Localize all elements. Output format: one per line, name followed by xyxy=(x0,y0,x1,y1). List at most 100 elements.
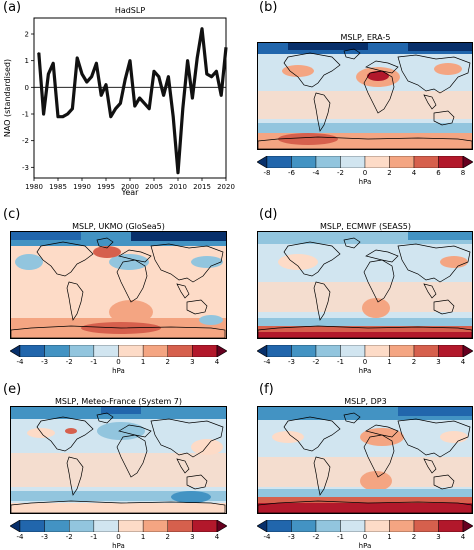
nao-point xyxy=(57,116,59,118)
colorbar-tick-label: -3 xyxy=(41,533,49,541)
nao-point xyxy=(81,73,83,75)
colorbar-bin xyxy=(69,520,95,532)
anomaly-contour xyxy=(258,318,472,326)
colorbar-tick-label: 4 xyxy=(214,533,220,541)
colorbar-bin xyxy=(44,345,70,357)
panel-d-label: (d) xyxy=(259,207,278,222)
colorbar-tick-label: 8 xyxy=(460,169,466,177)
panel-b-label: (b) xyxy=(259,0,278,15)
nao-point xyxy=(187,60,189,62)
nao-point xyxy=(129,60,131,62)
colorbar-tick-label: -1 xyxy=(90,533,98,541)
colorbar-tick-label: -3 xyxy=(41,358,49,366)
colorbar-bin xyxy=(167,345,193,357)
anomaly-contour xyxy=(408,43,472,51)
nao-point xyxy=(158,76,160,78)
colorbar-bin xyxy=(340,520,366,532)
nao-point xyxy=(115,108,117,110)
coastline xyxy=(343,412,361,424)
colorbar-bin xyxy=(93,345,119,357)
coastlines xyxy=(11,412,226,513)
coastline xyxy=(258,325,472,338)
coastlines xyxy=(11,237,226,338)
colorbar-tick-label: 2 xyxy=(165,358,170,366)
nao-point xyxy=(100,94,102,96)
colorbar-extend-high xyxy=(462,156,473,168)
anomaly-contour xyxy=(109,254,149,270)
x-tick-label: 1980 xyxy=(25,183,43,191)
anomaly-contour xyxy=(258,91,472,119)
coastline xyxy=(36,416,94,452)
anomaly-contour xyxy=(440,431,468,443)
colorbar-extend-high xyxy=(216,345,227,357)
nao-point xyxy=(119,102,121,104)
colorbar-bin xyxy=(93,520,119,532)
coastline xyxy=(150,243,224,283)
colorbar-extend-low xyxy=(10,345,21,357)
coastline xyxy=(11,500,226,513)
panel-f-label: (f) xyxy=(259,382,274,397)
coastline xyxy=(363,434,395,478)
anomaly-contour xyxy=(272,431,304,443)
colorbar-unit: hPa xyxy=(358,367,372,375)
colorbar-tick-label: 1 xyxy=(387,358,392,366)
coastline xyxy=(116,259,148,303)
panel-a: (a) HadSLP 1980 1985 1990 1995 2000 2005 2010 20… xyxy=(0,0,237,195)
nao-point xyxy=(86,81,88,83)
x-tick-label: 2005 xyxy=(145,183,163,191)
coastline xyxy=(365,60,399,74)
x-tick-label: 1990 xyxy=(73,183,91,191)
coastline xyxy=(365,249,399,263)
coastline xyxy=(423,94,437,110)
colorbar-bin xyxy=(315,520,341,532)
x-axis-label: Year xyxy=(121,188,140,195)
x-tick-label: 2015 xyxy=(193,183,211,191)
coastline xyxy=(433,474,455,490)
anomaly-contour xyxy=(191,256,223,268)
y-axis-label: NAO (standardised) xyxy=(3,59,12,137)
colorbar-bin xyxy=(118,520,144,532)
colorbar-tick-label: 3 xyxy=(436,358,441,366)
coastline xyxy=(118,249,152,263)
plot-frame xyxy=(33,17,227,179)
panel-d-title: MSLP, ECMWF (SEAS5) xyxy=(320,222,411,231)
colorbar-strip xyxy=(257,156,473,168)
nao-point xyxy=(43,113,45,115)
colorbar-tick-label: 4 xyxy=(460,358,466,366)
colorbar-bin xyxy=(389,156,415,168)
colorbar-tick-label: -1 xyxy=(337,358,344,366)
colorbar-bin xyxy=(438,520,464,532)
anomaly-contour xyxy=(27,428,55,438)
coastline xyxy=(11,325,226,338)
anomaly-contour xyxy=(258,489,472,497)
coastline xyxy=(150,418,224,458)
colorbar-bin xyxy=(291,520,317,532)
colorbar-extend-low xyxy=(257,156,268,168)
coastline xyxy=(365,424,399,438)
coastline xyxy=(433,110,455,126)
colorbar-unit: hPa xyxy=(112,367,125,375)
colorbar-bin xyxy=(389,520,415,532)
nao-point xyxy=(67,113,69,115)
colorbar-tick-label: -4 xyxy=(16,533,24,541)
anomaly-contour xyxy=(15,254,43,270)
coastlines xyxy=(258,237,472,338)
nao-point xyxy=(143,102,145,104)
colorbar-tick-label: 0 xyxy=(116,533,121,541)
colorbar-bin xyxy=(266,520,292,532)
mslp-anomaly-field xyxy=(258,407,472,513)
nao-point xyxy=(62,116,64,118)
coastline xyxy=(258,136,472,149)
colorbar-bin xyxy=(413,156,439,168)
coastline xyxy=(118,424,152,438)
coastline xyxy=(423,458,437,474)
coastline xyxy=(176,458,190,474)
colorbar-tick-label: 4 xyxy=(214,358,220,366)
colorbar-tick-label: -1 xyxy=(90,358,98,366)
colorbar-bin xyxy=(438,156,464,168)
nao-point xyxy=(182,108,184,110)
colorbar-strip xyxy=(10,520,227,532)
nao-point xyxy=(139,97,141,99)
colorbar-tick-label: 0 xyxy=(362,169,368,177)
colorbar-bin xyxy=(167,520,193,532)
